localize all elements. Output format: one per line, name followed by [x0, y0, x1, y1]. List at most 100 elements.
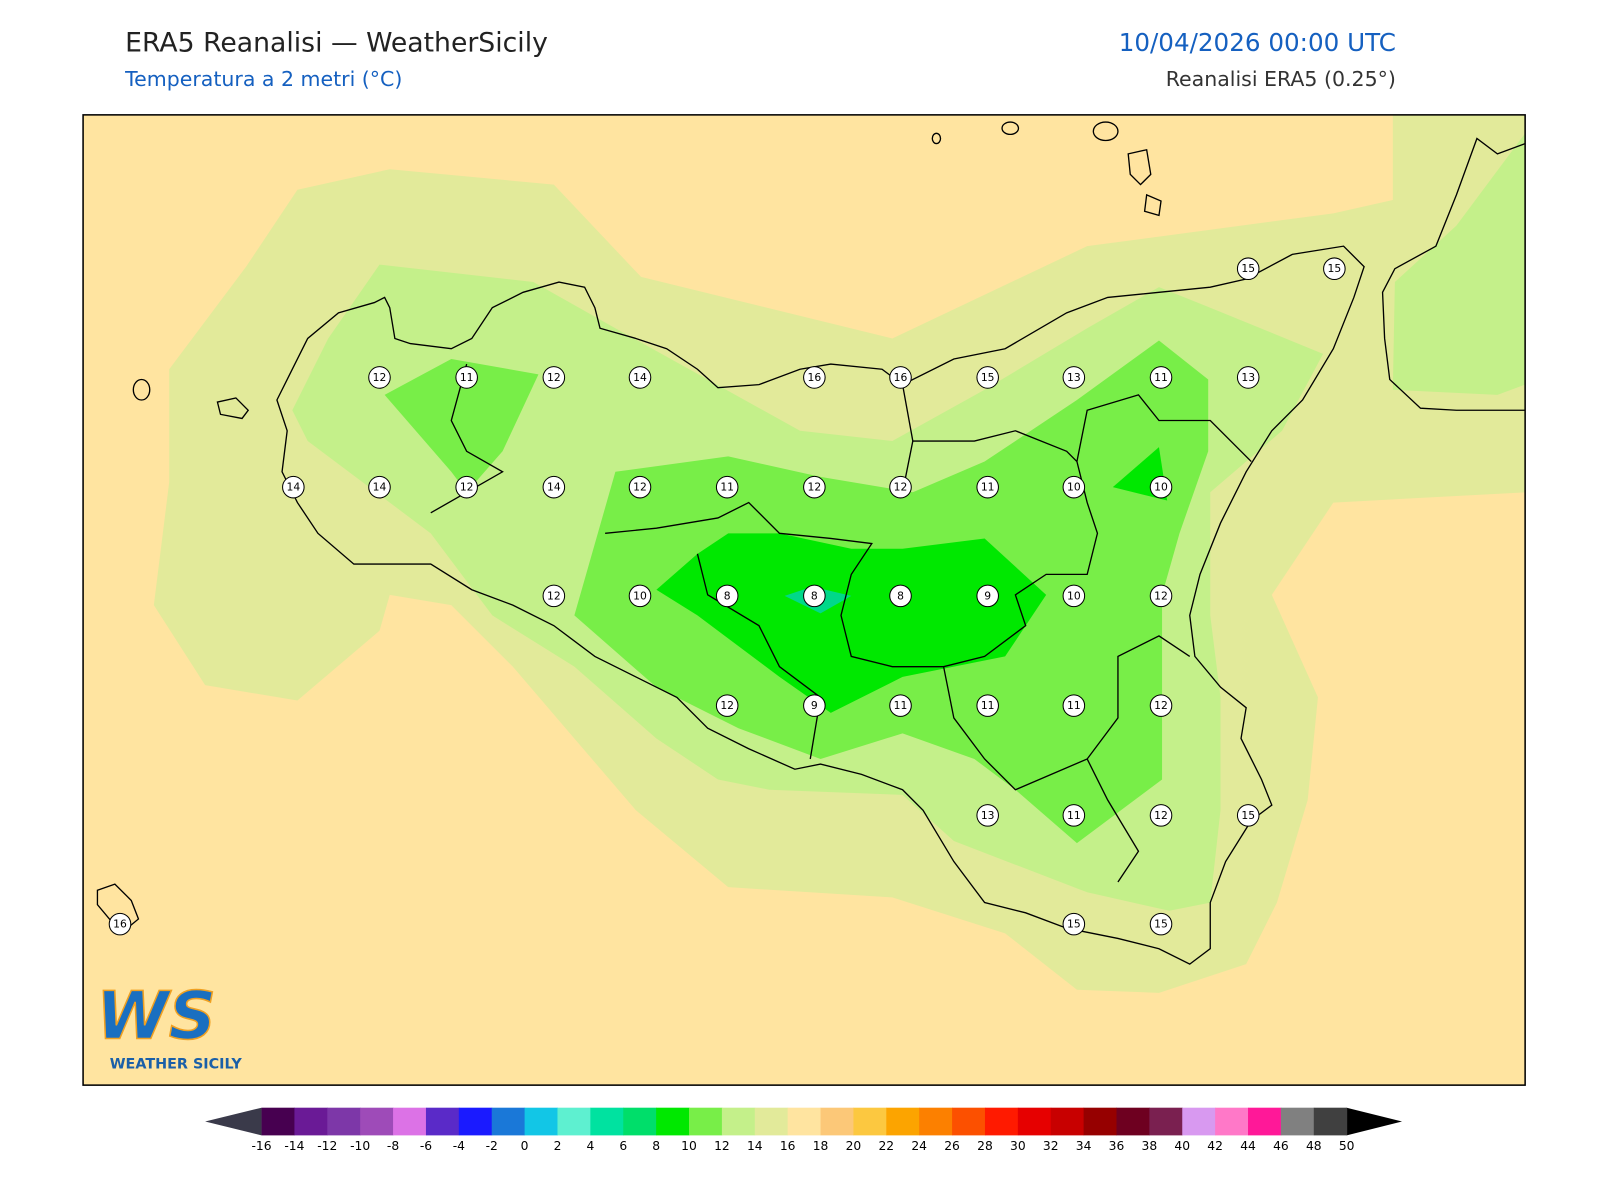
- colorbar-swatch: [327, 1107, 361, 1136]
- station: 9: [803, 694, 826, 717]
- colorbar-tick-label: 38: [1142, 1139, 1158, 1153]
- logo-name: WEATHER SICILY: [110, 1057, 243, 1073]
- colorbar-swatch: [820, 1107, 854, 1136]
- colorbar-swatch: [623, 1107, 657, 1136]
- station: 11: [889, 694, 912, 717]
- station-marker: [455, 475, 478, 499]
- colorbar-swatch: [721, 1107, 756, 1136]
- station-marker: [1062, 804, 1086, 827]
- stations: 15 15 12 11 12 14 16 16 15 13 11 13 14 14 12 14 12 11 12 12…: [108, 257, 1346, 936]
- colorbar-tick-label: -2: [486, 1139, 498, 1153]
- station: 15: [1236, 804, 1260, 827]
- colorbar-swatch: [261, 1107, 295, 1136]
- colorbar-tick-label: 26: [944, 1139, 960, 1153]
- colorbar-swatch: [886, 1107, 920, 1136]
- colorbar-swatch: [919, 1107, 953, 1136]
- station-marker: [108, 912, 132, 936]
- colorbar-tick-label: 42: [1207, 1139, 1223, 1153]
- station-value: 12: [633, 481, 647, 494]
- station-marker: [282, 475, 305, 499]
- subtitle: Temperatura a 2 metri (°C): [124, 67, 402, 91]
- station-value: 10: [1067, 589, 1081, 602]
- station: 10: [1062, 475, 1086, 499]
- station: 12: [1149, 694, 1173, 717]
- station-marker: [368, 475, 391, 499]
- station-value: 12: [373, 371, 387, 384]
- station-marker: [1149, 475, 1173, 499]
- station: 10: [1149, 475, 1173, 499]
- station-marker: [889, 584, 912, 608]
- station: 8: [715, 584, 739, 608]
- colorbar-tick-label: 8: [652, 1139, 660, 1153]
- station: 12: [889, 475, 912, 499]
- colorbar-over: [1346, 1107, 1403, 1136]
- station: 16: [108, 912, 132, 936]
- colorbar-swatch: [1215, 1107, 1249, 1136]
- station: 11: [715, 475, 739, 499]
- colorbar-tick-label: 10: [681, 1139, 697, 1153]
- station-value: 10: [633, 589, 647, 602]
- station-value: 11: [460, 371, 474, 384]
- province-borders: [430, 363, 1252, 883]
- colorbar-tick-label: -6: [420, 1139, 432, 1153]
- colorbar-tick-label: 18: [813, 1139, 829, 1153]
- colorbar-tick-label: 24: [911, 1139, 927, 1153]
- colorbar-swatch: [984, 1107, 1019, 1136]
- station: 12: [1149, 584, 1173, 608]
- station-value: 11: [1067, 809, 1081, 822]
- station: 12: [803, 475, 826, 499]
- station-value: 12: [1154, 589, 1168, 602]
- station-marker: [1149, 366, 1173, 389]
- colorbar-swatch: [557, 1107, 591, 1136]
- colorbar-tick-label: 28: [977, 1139, 993, 1153]
- colorbar: -16 -14 -12 -10 -8 -6 -4 -2 0 2 4 6 8 10 12 14 16 18 20 22 2…: [205, 1107, 1403, 1153]
- station: 11: [1062, 804, 1086, 827]
- station-marker: [1062, 694, 1086, 717]
- station: 13: [976, 804, 999, 827]
- station-marker: [715, 584, 739, 608]
- colorbar-swatch: [524, 1107, 558, 1136]
- station-value: 12: [808, 481, 822, 494]
- colorbar-tick-label: 32: [1043, 1139, 1059, 1153]
- station-marker: [1062, 584, 1086, 608]
- station-value: 16: [113, 918, 127, 931]
- colorbar-swatch: [689, 1107, 723, 1136]
- colorbar-swatch: [1248, 1107, 1282, 1136]
- map-area: 15 15 12 11 12 14 16 16 15 13 11 13 14 14 12 14 12 11 12 12…: [83, 114, 1526, 1086]
- datetime: 10/04/2026 00:00 UTC: [1119, 28, 1396, 57]
- island: [96, 883, 140, 929]
- contour-12-14: [1392, 133, 1526, 395]
- colorbar-swatch: [1313, 1107, 1348, 1136]
- station-marker: [803, 694, 826, 717]
- station-marker: [1149, 694, 1173, 717]
- station-marker: [1062, 366, 1086, 389]
- colorbar-swatch: [1083, 1107, 1118, 1136]
- station: 12: [368, 366, 391, 389]
- station-marker: [628, 475, 652, 499]
- colorbar-swatch: [754, 1107, 789, 1136]
- station: 8: [803, 584, 826, 608]
- station: 13: [1062, 366, 1086, 389]
- colorbar-swatch: [458, 1107, 493, 1136]
- station-value: 10: [1154, 481, 1168, 494]
- station: 11: [976, 694, 999, 717]
- colorbar-tick-label: 46: [1273, 1139, 1289, 1153]
- station-marker: [1149, 804, 1173, 827]
- colorbar-swatch: [1050, 1107, 1085, 1136]
- station: 15: [1149, 912, 1173, 936]
- colorbar-swatch: [1116, 1107, 1150, 1136]
- station: 10: [1062, 584, 1086, 608]
- colorbar-swatch: [360, 1107, 394, 1136]
- station-value: 11: [894, 699, 908, 712]
- colorbar-tick-label: 20: [846, 1139, 862, 1153]
- station-value: 12: [547, 589, 561, 602]
- station-value: 11: [720, 481, 734, 494]
- station: 8: [889, 584, 912, 608]
- station-value: 15: [1154, 918, 1168, 931]
- colorbar-swatch: [1149, 1107, 1183, 1136]
- colorbar-tick-label: 0: [521, 1139, 529, 1153]
- colorbar-tick-label: -8: [387, 1139, 399, 1153]
- station-value: 13: [1241, 371, 1255, 384]
- island: [216, 397, 250, 420]
